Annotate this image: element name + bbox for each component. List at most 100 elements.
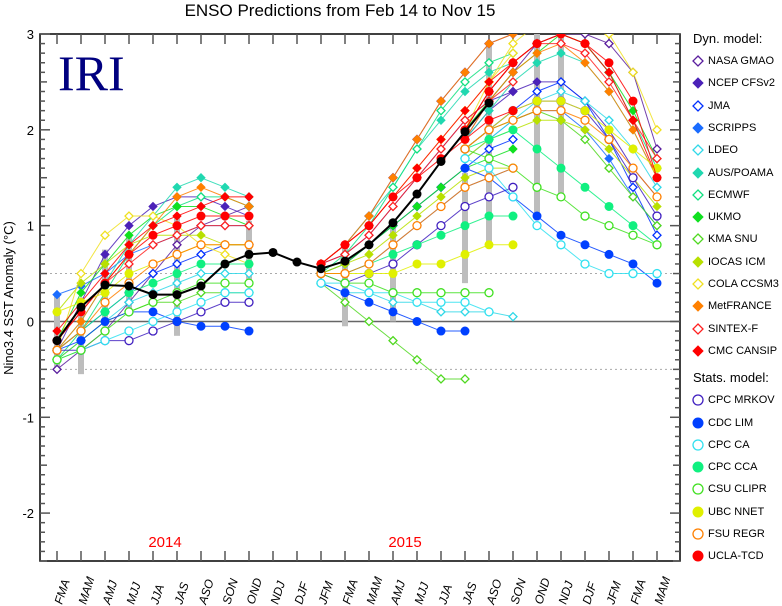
forecast-point: [340, 240, 350, 250]
forecast-point: [316, 278, 326, 288]
forecast-point: [532, 115, 542, 125]
legend-marker: [692, 166, 704, 179]
legend-marker: [692, 255, 704, 268]
observed-point: [364, 240, 374, 250]
legend-item: NASA GMAO: [690, 53, 774, 69]
forecast-point: [484, 38, 494, 49]
x-tick-label: SON: [508, 577, 529, 606]
legend-item: UKMO: [690, 209, 741, 225]
legend-label: NASA GMAO: [708, 55, 775, 67]
forecast-point: [604, 38, 614, 49]
y-tick-label: 3: [27, 27, 34, 42]
forecast-point: [412, 316, 422, 326]
diamond-marker-icon: [692, 144, 704, 157]
forecast-point: [556, 34, 566, 39]
forecast-point: [556, 106, 566, 116]
forecast-point: [196, 321, 206, 331]
forecast-point: [508, 34, 518, 39]
forecast-point: [556, 115, 566, 125]
legend-label: FSU REGR: [708, 528, 765, 540]
forecast-point: [148, 297, 158, 307]
forecast-line: [320, 52, 514, 265]
forecast-point: [508, 76, 518, 87]
forecast-point: [124, 269, 134, 279]
legend-label: UCLA-TCD: [708, 550, 764, 563]
forecast-point: [340, 268, 350, 279]
legend-marker: [692, 345, 704, 357]
diamond-marker-icon: [692, 122, 704, 134]
legend-marker: [692, 461, 704, 473]
legend-marker: [692, 77, 704, 90]
forecast-point: [196, 240, 206, 250]
forecast-point: [148, 211, 158, 221]
forecast-point: [412, 134, 422, 145]
enso-plume-chart: ENSO Predictions from Feb 14 to Nov 15 I…: [1, 1, 681, 606]
forecast-point: [196, 268, 206, 279]
forecast-point: [172, 259, 182, 269]
legend-label: CSU CLIPR: [708, 483, 767, 496]
forecast-point: [76, 288, 86, 298]
legend-item: FSU REGR: [690, 526, 765, 542]
forecast-point: [172, 269, 182, 279]
forecast-point: [340, 297, 350, 308]
forecast-point: [460, 249, 470, 259]
forecast-point: [652, 240, 662, 250]
x-tick-label: MAM: [364, 575, 386, 606]
legend-label: UKMO: [708, 211, 741, 224]
legend-item: SCRIPPS: [690, 120, 756, 136]
legend-item: CPC CA: [690, 437, 750, 453]
forecast-point: [604, 163, 614, 174]
x-tick-label: JAS: [171, 581, 191, 606]
legend-item: IOCAS ICM: [690, 254, 765, 270]
forecast-point: [436, 306, 446, 317]
forecast-point: [508, 106, 518, 116]
legend-group-title: Dyn. model:: [693, 31, 763, 46]
legend-item: KMA SNU: [690, 231, 758, 247]
forecast-point: [412, 259, 422, 269]
x-tick-label: MAM: [652, 575, 674, 606]
forecast-point: [580, 259, 590, 269]
forecast-point: [220, 278, 230, 288]
observed-point: [340, 256, 350, 266]
forecast-point: [364, 259, 374, 269]
forecast-point: [436, 259, 446, 269]
forecast-point: [604, 58, 614, 68]
diamond-marker-icon: [692, 99, 704, 112]
forecast-point: [388, 288, 398, 298]
forecast-point: [628, 268, 638, 279]
forecast-point: [244, 192, 254, 202]
legend-label: CMC CANSIP: [708, 344, 778, 357]
circle-marker-icon: [692, 483, 704, 496]
observed-point: [388, 218, 398, 228]
forecast-point: [364, 288, 374, 298]
forecast-point: [172, 278, 182, 289]
x-tick-label: MJJ: [412, 580, 432, 606]
forecast-point: [388, 201, 398, 212]
observed-point: [76, 302, 86, 312]
observed-point: [484, 98, 494, 108]
forecast-point: [220, 220, 230, 231]
forecast-point: [556, 240, 566, 250]
forecast-point: [364, 316, 374, 327]
forecast-point: [172, 239, 182, 250]
observed-point: [292, 257, 302, 267]
legend-label: IOCAS ICM: [708, 255, 766, 268]
forecast-point: [484, 163, 494, 173]
forecast-point: [628, 230, 638, 240]
forecast-point: [220, 297, 230, 307]
forecast-point: [388, 182, 398, 193]
observed-point: [172, 290, 182, 300]
forecast-point: [436, 192, 446, 202]
forecast-point: [508, 192, 518, 202]
legend-label: KMA SNU: [708, 233, 758, 246]
y-tick-label: 1: [27, 219, 34, 234]
forecast-point: [196, 211, 206, 221]
legend-marker: [692, 99, 704, 112]
diamond-marker-icon: [692, 188, 704, 201]
legend-item: UCLA-TCD: [690, 548, 764, 564]
forecast-point: [100, 288, 110, 298]
forecast-point: [508, 38, 518, 49]
legend-item: COLA CCSM3: [690, 276, 779, 292]
forecast-point: [364, 278, 374, 288]
x-tick-label: NDJ: [268, 578, 289, 605]
